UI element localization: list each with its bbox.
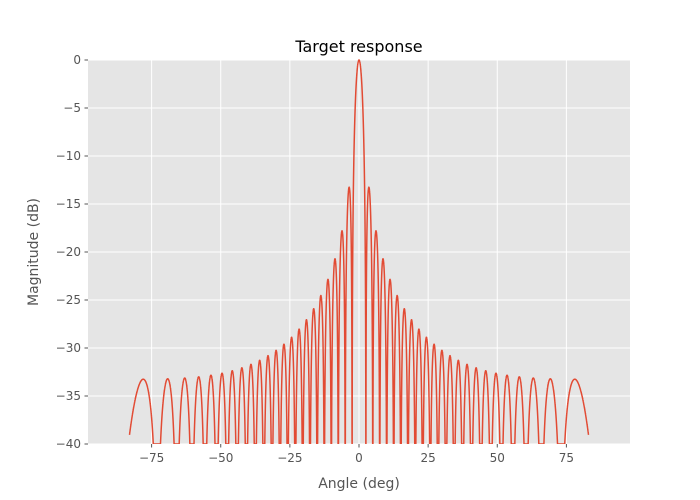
x-axis-ticks: −75 −50 −25 0 25 50 75 [139, 444, 574, 465]
response-line [128, 59, 590, 444]
y-tick-label: −20 [56, 245, 81, 259]
data-series [128, 59, 590, 444]
x-axis-label: Angle (deg) [318, 476, 400, 492]
x-tick-label: −75 [139, 451, 164, 465]
y-tick-label: −5 [63, 101, 81, 115]
x-tick-label: 50 [490, 451, 505, 465]
y-tick-label: −10 [56, 149, 81, 163]
x-tick-label: 0 [355, 451, 363, 465]
chart-title: Target response [294, 37, 422, 56]
y-tick-label: −40 [56, 437, 81, 451]
x-tick-label: −25 [277, 451, 302, 465]
x-tick-label: 25 [420, 451, 435, 465]
y-axis-label: Magnitude (dB) [26, 198, 42, 306]
y-tick-label: −35 [56, 389, 81, 403]
y-tick-label: 0 [73, 53, 81, 67]
y-tick-label: −25 [56, 293, 81, 307]
y-axis-ticks: 0 −5 −10 −15 −20 −25 −30 −35 −40 [56, 53, 88, 451]
y-tick-label: −30 [56, 341, 81, 355]
y-tick-label: −15 [56, 197, 81, 211]
x-tick-label: −50 [208, 451, 233, 465]
x-tick-label: 75 [559, 451, 574, 465]
grid-lines [88, 59, 630, 445]
